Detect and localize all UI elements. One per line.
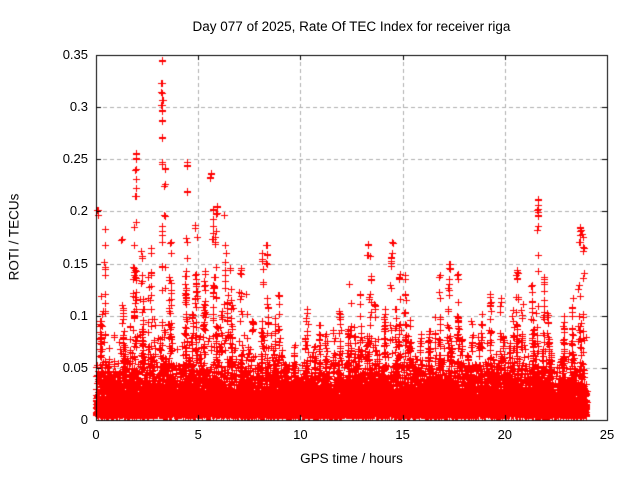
x-axis-label: GPS time / hours	[300, 451, 403, 466]
y-tick-label: 0.3	[69, 99, 88, 115]
y-tick-label: 0.15	[62, 255, 88, 271]
y-tick-label: 0.35	[62, 47, 88, 62]
y-tick-label: 0.05	[62, 359, 88, 375]
x-tick-label: 10	[293, 427, 308, 442]
y-axis-label: ROTI / TECUs	[6, 193, 22, 281]
chart-title: Day 077 of 2025, Rate Of TEC Index for r…	[192, 19, 511, 34]
x-tick-label: 20	[497, 427, 513, 442]
y-tick-label: 0	[80, 412, 88, 427]
x-tick-label: 25	[599, 427, 615, 442]
x-tick-label: 15	[395, 427, 410, 442]
y-tick-label: 0.1	[69, 307, 88, 323]
y-tick-label: 0.2	[69, 203, 88, 219]
y-tick-label: 0.25	[62, 151, 88, 167]
x-tick-label: 5	[194, 427, 202, 442]
x-tick-label: 0	[92, 427, 100, 442]
